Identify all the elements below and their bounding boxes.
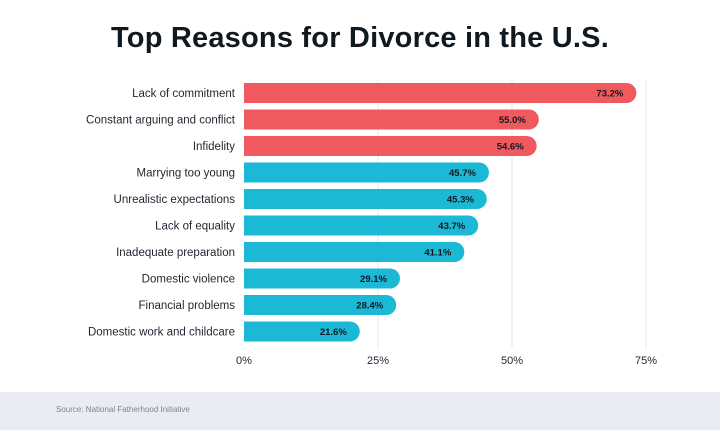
x-tick-label: 50% — [501, 355, 523, 367]
bar — [244, 83, 637, 103]
category-label: Domestic violence — [142, 274, 235, 286]
value-label: 21.6% — [320, 327, 347, 338]
x-tick-label: 25% — [367, 355, 389, 367]
bar — [244, 321, 360, 342]
bar-chart: Lack of commitment 73.2% Constant arguing … — [86, 80, 657, 367]
value-label: 45.7% — [449, 168, 476, 179]
category-label: Unrealistic expectations — [114, 194, 236, 206]
value-label: 29.1% — [360, 274, 387, 285]
value-label: 45.3% — [447, 195, 474, 206]
source-note: Source: National Fatherhood Initiative — [56, 405, 190, 414]
value-label: 55.0% — [499, 115, 526, 126]
category-label: Lack of equality — [155, 221, 235, 233]
category-label: Constant arguing and conflict — [86, 115, 236, 127]
category-label: Domestic work and childcare — [88, 327, 235, 339]
bar — [244, 242, 465, 262]
value-label: 41.1% — [424, 248, 451, 259]
bar — [244, 136, 537, 156]
x-tick-label: 75% — [635, 355, 657, 367]
bar — [244, 215, 479, 236]
category-label: Lack of commitment — [132, 88, 236, 100]
bar — [244, 162, 489, 183]
bar — [244, 109, 539, 130]
value-label: 28.4% — [356, 301, 383, 312]
x-tick-label: 0% — [236, 355, 252, 367]
value-label: 43.7% — [438, 221, 465, 232]
bar — [244, 189, 487, 209]
category-label: Infidelity — [193, 141, 235, 153]
chart-title: Top Reasons for Divorce in the U.S. — [111, 22, 609, 54]
value-label: 54.6% — [497, 142, 524, 153]
bar — [244, 268, 400, 289]
bar — [244, 295, 397, 315]
footer-band: Source: National Fatherhood Initiative — [0, 392, 720, 430]
category-label: Inadequate preparation — [116, 247, 235, 259]
value-label: 73.2% — [596, 89, 623, 100]
category-label: Marrying too young — [137, 168, 235, 180]
category-label: Financial problems — [138, 300, 235, 312]
